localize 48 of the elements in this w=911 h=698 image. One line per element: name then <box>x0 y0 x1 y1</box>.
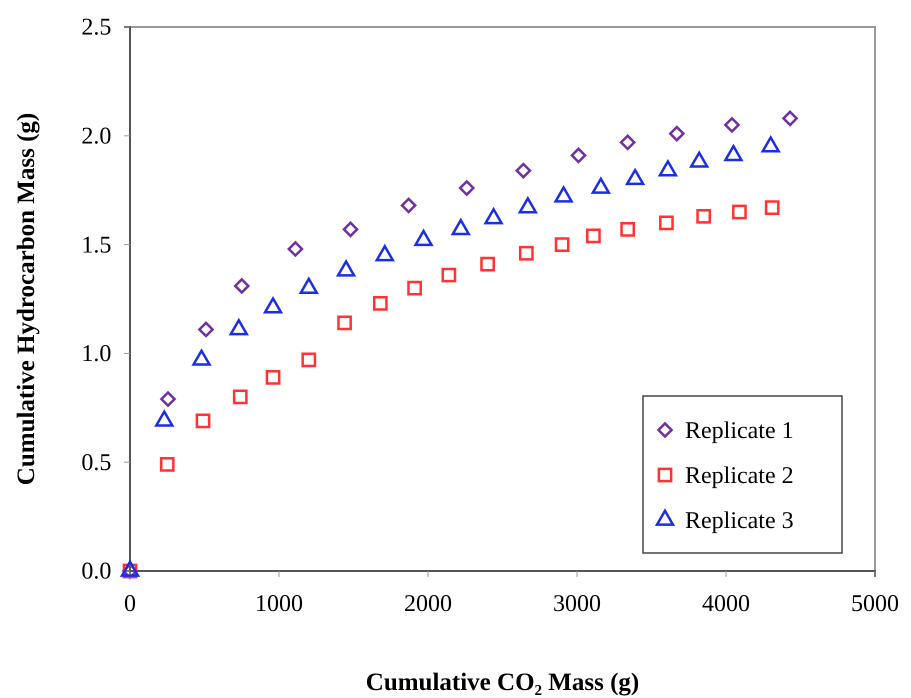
point <box>516 162 532 178</box>
point <box>458 180 475 196</box>
point <box>518 246 534 261</box>
y-axis-title: Cumulative Hydrocarbon Mass (g) <box>13 112 40 486</box>
point <box>337 316 352 330</box>
point <box>696 208 712 224</box>
point <box>288 241 304 257</box>
point <box>232 390 248 404</box>
point <box>160 457 175 472</box>
point <box>400 198 416 214</box>
point <box>407 280 422 296</box>
legend-label: Replicate 1 <box>685 418 794 444</box>
x-tick-label: 2000 <box>404 591 452 618</box>
y-tick-label: 1.0 <box>81 341 112 368</box>
point <box>782 110 798 126</box>
point <box>620 222 636 237</box>
point <box>234 278 250 294</box>
point <box>160 391 176 407</box>
x-tick-label: 4000 <box>702 591 750 618</box>
point <box>196 413 210 428</box>
point <box>441 268 456 282</box>
y-tick-label: 0.0 <box>81 558 112 585</box>
x-tick-label: 3000 <box>553 591 601 618</box>
point <box>301 352 316 368</box>
point <box>724 117 740 133</box>
legend-label: Replicate 3 <box>685 508 794 534</box>
point <box>732 204 747 220</box>
point <box>342 222 358 238</box>
y-tick-label: 0.5 <box>81 450 112 476</box>
x-tick-label: 0 <box>124 591 136 618</box>
point <box>198 322 214 338</box>
point <box>620 134 636 150</box>
y-tick-label: 2.0 <box>81 123 112 150</box>
point <box>266 370 280 385</box>
point <box>764 200 780 215</box>
x-axis-title: Cumulative CO₂ Mass (g) <box>366 669 640 696</box>
x-tick-label: 5000 <box>851 591 899 618</box>
y-tick-label: 2.5 <box>81 14 112 41</box>
point <box>669 126 685 142</box>
y-tick-label: 1.5 <box>81 232 112 258</box>
point <box>586 228 601 244</box>
point <box>480 256 495 272</box>
point <box>659 215 674 230</box>
legend-label: Replicate 2 <box>685 463 794 489</box>
x-tick-label: 1000 <box>255 591 303 618</box>
point <box>554 237 570 252</box>
point <box>372 296 388 311</box>
point <box>570 148 586 164</box>
